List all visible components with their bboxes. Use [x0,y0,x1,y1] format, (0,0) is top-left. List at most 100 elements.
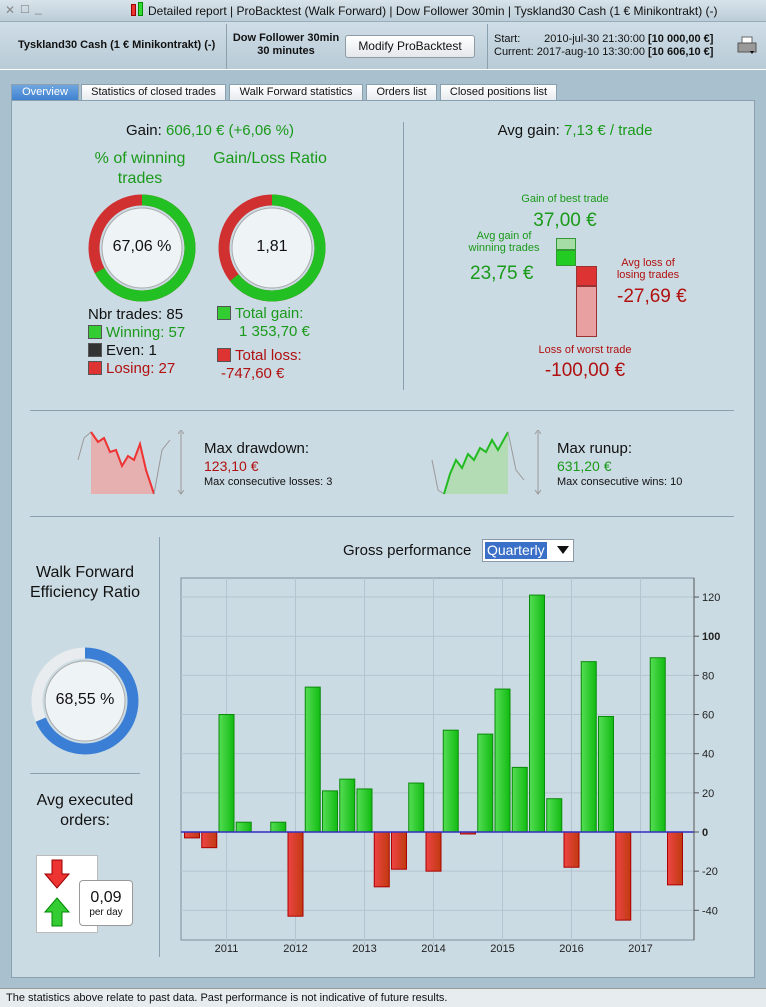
total-loss-label: Total loss: [235,347,302,364]
y-tick-label: 100 [702,631,720,643]
drawdown-chart-icon [77,430,185,495]
avg-loss-bar [576,266,597,286]
max-runup-value: 631,20 € [557,458,612,474]
total-loss-value: -747,60 € [221,365,285,382]
gain-summary: Gain: 606,10 € (+6,06 %) [60,122,360,139]
candlestick-icon [131,4,136,16]
print-icon[interactable] [736,36,758,56]
start-value: [10 000,00 €] [648,33,714,45]
bar-2017Q2 [649,657,666,833]
y-tick-label: 120 [702,592,720,604]
x-tick-label: 2014 [421,943,445,955]
total-gain-label: Total gain: [235,305,304,322]
bar-2014Q1 [425,831,442,872]
footer-disclaimer: The statistics above relate to past data… [0,988,766,1007]
even-count: Even: 1 [106,342,157,359]
orders-title: Avg executed orders: [36,792,134,829]
bar-2015Q2 [511,766,528,833]
bar-2012Q1 [287,831,304,917]
bar-2014Q4 [477,733,494,833]
bar-2010Q4 [201,831,218,849]
gain-loss-donut [218,194,326,302]
tab-orders-list[interactable]: Orders list [366,84,437,101]
modify-probacktest-button[interactable]: Modify ProBacktest [345,35,475,58]
wfe-value: 68,55 % [55,691,115,708]
bar-2015Q3 [529,594,545,833]
bar-2015Q4 [546,798,563,833]
bar-2016Q3 [598,715,614,833]
max-drawdown-value: 123,10 € [204,458,259,474]
worst-trade-value: -100,00 € [544,360,626,381]
best-trade-value: 37,00 € [533,210,597,231]
x-tick-label: 2013 [352,943,376,955]
y-tick-label: 60 [702,710,714,722]
close-icon[interactable]: ✕ [5,3,16,17]
nbr-trades: Nbr trades: 85 [88,306,184,323]
gross-performance-chart: 120 100 80 60 40 20 0 -20 -40 2011 2012 2013 2014 201… [180,577,720,955]
avg-loss-label: Avg loss of losing trades [616,257,680,281]
avg-win-value: 23,75 € [470,263,534,284]
worst-trade-label: Loss of worst trade [538,344,632,356]
tab-walk-forward-statistics[interactable]: Walk Forward statistics [229,84,363,101]
avg-win-bar [556,250,576,266]
x-tick-label: 2015 [490,943,514,955]
y-tick-label: 80 [702,670,714,682]
win-pct-value: 67,06 % [112,238,172,255]
avg-gain-label: Avg gain: [497,122,560,139]
bar-2013Q1 [356,788,373,833]
best-trade-label: Gain of best trade [521,193,609,205]
bar-2016Q4 [615,831,632,921]
start-date: 2010-jul-30 21:30:00 [544,33,646,45]
tab-closed-positions-list[interactable]: Closed positions list [440,84,557,101]
gain-label: Gain: [125,122,162,139]
bar-2013Q4 [408,782,425,833]
y-tick-label: 20 [702,788,714,800]
ratio-title: Gain/Loss Ratio [213,150,327,167]
bar-2011Q2 [235,821,252,833]
y-tick-label: -20 [702,866,718,878]
timeframe: 30 minutes [257,45,315,57]
winning-count: Winning: 57 [106,324,186,341]
tab-statistics-closed-trades[interactable]: Statistics of closed trades [81,84,226,101]
chevron-down-icon[interactable] [557,546,569,554]
y-tick-label: -40 [702,905,718,917]
winning-trades-donut [88,194,196,302]
current-value: [10 606,10 €] [648,46,714,58]
period-select-value: Quarterly [485,542,547,559]
avg-loss-value: -27,69 € [617,286,687,307]
bar-2011Q4 [270,821,287,833]
bar-2013Q2 [373,831,390,888]
even-icon [88,343,102,357]
bar-2010Q3 [184,831,200,839]
winning-icon [88,325,102,339]
losing-count: Losing: 27 [106,360,176,377]
x-tick-label: 2016 [559,943,583,955]
period-select[interactable]: Quarterly [482,539,574,562]
gain-loss-ratio-value: 1,81 [256,238,288,255]
bar-2011Q1 [218,714,235,833]
start-label: Start: [494,33,521,45]
x-tick-label: 2012 [283,943,307,955]
date-range: Start: 2010-jul-30 21:30:00 [10 000,00 €… [494,33,716,59]
bar-2016Q2 [580,661,597,833]
total-gain-icon [217,306,231,320]
current-date: 2017-aug-10 13:30:00 [536,46,646,58]
minimize-icon[interactable]: _ [35,1,42,15]
bar-2017Q3 [667,831,683,886]
tab-overview[interactable]: Overview [11,84,79,101]
current-label: Current: [494,46,534,58]
orders-value: 0,09 [90,889,122,906]
bar-2012Q3 [322,790,338,833]
bar-2012Q4 [339,778,356,833]
bar-2014Q2 [442,729,459,833]
total-gain-value: 1 353,70 € [239,323,310,340]
maximize-icon[interactable]: ☐ [20,4,30,16]
bar-2013Q3 [391,831,407,870]
avg-win-label: Avg gain of winning trades [468,230,540,254]
x-tick-label: 2017 [628,943,652,955]
window-title: Detailed report | ProBacktest (Walk Forw… [148,4,718,18]
max-consecutive-losses: Max consecutive losses: 3 [204,476,333,488]
x-tick-label: 2011 [215,943,239,955]
runup-chart-icon [431,430,542,495]
max-runup-label: Max runup: [557,440,633,457]
